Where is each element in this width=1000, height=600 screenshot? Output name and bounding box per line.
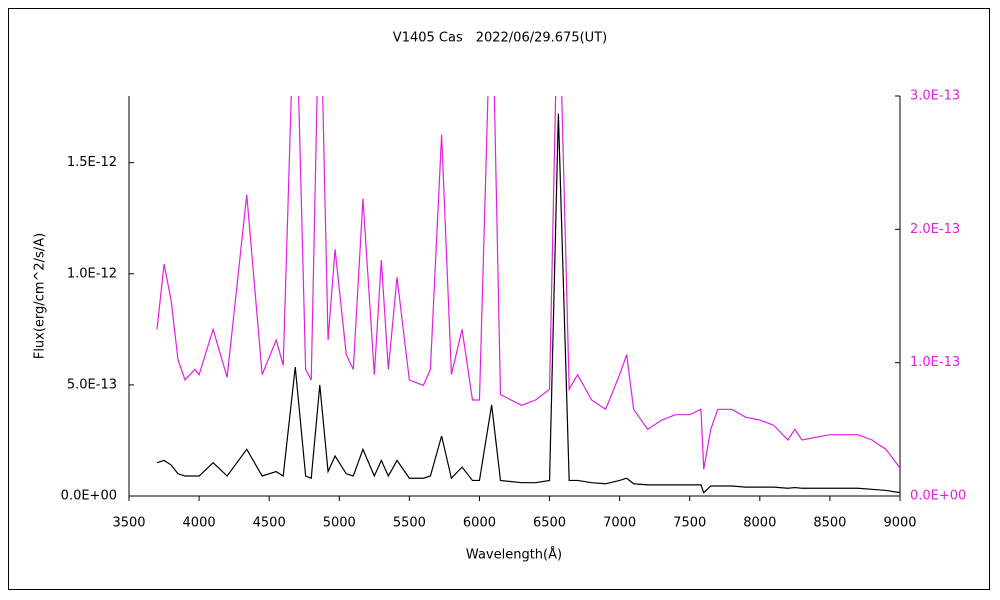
x-tick-label: 4500 bbox=[253, 516, 286, 531]
x-tick-label: 5000 bbox=[323, 516, 356, 531]
y2-tick-label: 0.0E+00 bbox=[910, 489, 966, 504]
y2-tick-label: 3.0E-13 bbox=[910, 89, 960, 104]
x-tick-label: 8500 bbox=[813, 516, 846, 531]
chart-title: V1405 Cas 2022/06/29.675(UT) bbox=[393, 31, 607, 46]
x-tick-label: 8000 bbox=[743, 516, 776, 531]
x-tick-label: 6500 bbox=[533, 516, 566, 531]
y-tick-label: 1.0E-12 bbox=[67, 266, 117, 281]
x-tick-label: 7500 bbox=[673, 516, 706, 531]
x-tick-label: 3500 bbox=[112, 516, 145, 531]
x-tick-label: 5500 bbox=[393, 516, 426, 531]
x-tick-label: 4000 bbox=[183, 516, 216, 531]
spectrum-line bbox=[156, 96, 900, 470]
x-tick-label: 9000 bbox=[883, 516, 916, 531]
y2-tick-label: 2.0E-13 bbox=[910, 222, 960, 237]
y-axis-label: Flux(erg/cm^2/s/A) bbox=[33, 233, 48, 359]
spectrum-line bbox=[156, 113, 900, 494]
plot-area bbox=[156, 96, 900, 494]
x-axis-label: Wavelength(Å) bbox=[466, 547, 562, 563]
y-tick-label: 1.5E-12 bbox=[67, 155, 117, 170]
y2-tick-label: 1.0E-13 bbox=[910, 355, 960, 370]
x-tick-label: 6000 bbox=[463, 516, 496, 531]
x-tick-label: 7000 bbox=[603, 516, 636, 531]
y-tick-label: 5.0E-13 bbox=[67, 377, 117, 392]
y-tick-label: 0.0E+00 bbox=[61, 489, 117, 504]
